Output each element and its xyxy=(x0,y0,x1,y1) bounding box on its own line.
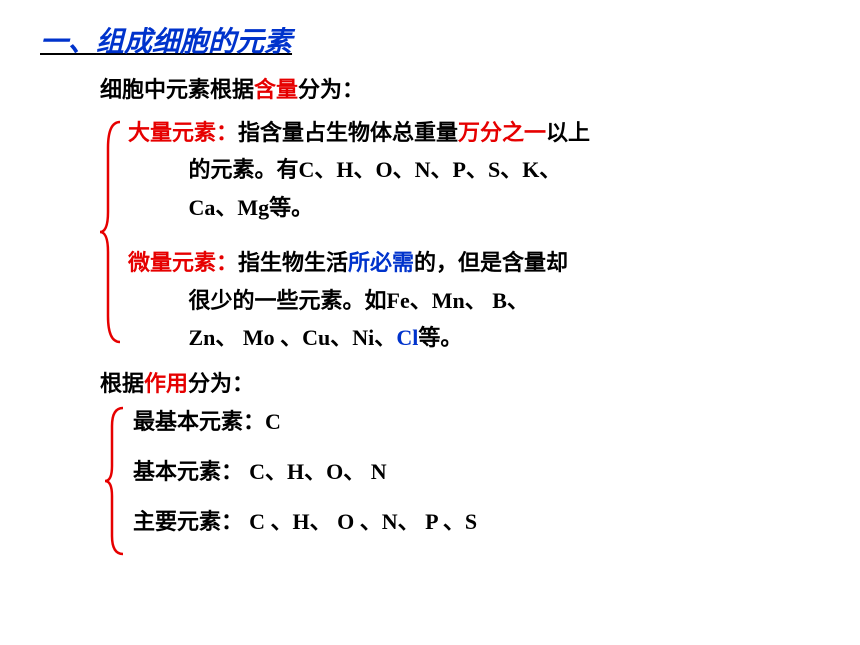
major-l3elems: Ca、Mg xyxy=(189,195,270,220)
intro-line-2: 根据作用分为： xyxy=(100,366,830,398)
slide: 一、组成细胞的元素 细胞中元素根据含量分为： 大量元素：指含量占生物体总重量万分… xyxy=(0,0,860,556)
title-text: 组成细胞的元素 xyxy=(96,27,292,58)
intro1-emph: 含量 xyxy=(254,77,298,102)
major-l2elems: C、H、O、N、P、S、K、 xyxy=(299,157,562,182)
intro-line-1: 细胞中元素根据含量分为： xyxy=(100,72,830,104)
major-label: 大量元素： xyxy=(128,120,238,145)
section-title: 一、组成细胞的元素 xyxy=(40,20,830,60)
trace-l1a: 指生物生活 xyxy=(238,250,348,275)
r2-label: 基本元素： xyxy=(133,459,249,484)
group-by-amount: 大量元素：指含量占生物体总重量万分之一以上 的元素。有C、H、O、N、P、S、K… xyxy=(100,114,830,356)
intro1-before: 细胞中元素根据 xyxy=(100,77,254,102)
trace-l2a: 很少的一些元素。如 xyxy=(189,288,387,313)
trace-label: 微量元素： xyxy=(128,250,238,275)
trace-l3a: Zn、 Mo 、Cu、Ni、 xyxy=(189,325,397,350)
main-row: 主要元素： C 、H、 O 、N、 P 、S xyxy=(133,504,830,536)
brace-icon xyxy=(100,120,124,344)
r1-val: C xyxy=(265,409,281,434)
r3-val: C 、H、 O 、N、 P 、S xyxy=(249,509,477,534)
basic-row: 基本元素： C、H、O、 N xyxy=(133,454,830,486)
trace-l3end: 等。 xyxy=(418,325,462,350)
r1-label: 最基本元素： xyxy=(133,409,265,434)
major-l3end: 等。 xyxy=(269,195,313,220)
major-l1b: 以上 xyxy=(546,120,590,145)
major-l2a: 的元素。有 xyxy=(189,157,299,182)
group-by-function: 最基本元素：C 基本元素： C、H、O、 N 主要元素： C 、H、 O 、N、… xyxy=(105,404,830,536)
intro1-after: 分为： xyxy=(298,77,364,102)
trace-cl: Cl xyxy=(396,325,418,350)
trace-l1emph: 所必需 xyxy=(348,250,414,275)
trace-l2elems: Fe、Mn、 B、 xyxy=(387,288,529,313)
major-elements-block: 大量元素：指含量占生物体总重量万分之一以上 的元素。有C、H、O、N、P、S、K… xyxy=(128,114,830,226)
brace-icon xyxy=(105,406,127,556)
major-l1a: 指含量占生物体总重量 xyxy=(238,120,458,145)
r2-val: C、H、O、 N xyxy=(249,459,387,484)
trace-elements-block: 微量元素：指生物生活所必需的，但是含量却 很少的一些元素。如Fe、Mn、 B、 … xyxy=(128,244,830,356)
major-l1emph: 万分之一 xyxy=(458,120,546,145)
r3-label: 主要元素： xyxy=(133,509,249,534)
trace-l1b: 的，但是含量却 xyxy=(414,250,568,275)
most-basic-row: 最基本元素：C xyxy=(133,404,830,436)
intro2-before: 根据 xyxy=(100,371,144,396)
title-prefix: 一、 xyxy=(40,27,96,58)
intro2-after: 分为： xyxy=(188,371,254,396)
intro2-emph: 作用 xyxy=(144,371,188,396)
